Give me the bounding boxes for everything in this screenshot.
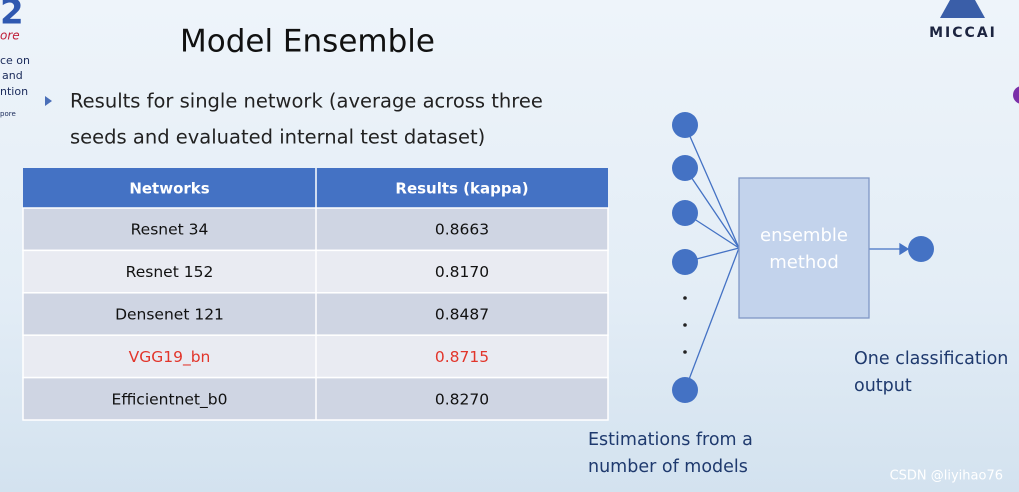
connector [684,167,740,249]
table-cell: VGG19_bn [129,348,211,367]
ellipsis-dot [683,323,687,327]
input-node [672,249,698,275]
ellipsis-dot [683,296,687,300]
logo-left: 2 ore ce on and ntion pore [0,0,30,118]
connector [684,247,740,391]
header-cell: Results (kappa) [395,180,528,198]
logo-mark [940,0,985,18]
title: Model Ensemble [180,24,435,60]
box-label: ensemble [760,225,848,246]
logo-right: MICCAI [929,25,997,41]
table-cell: Efficientnet_b0 [112,390,228,409]
input-node [672,155,698,181]
arrow-head [899,242,910,256]
logo-text: 2 [0,0,24,33]
input-node [672,200,698,226]
table-cell: 0.8487 [435,306,489,324]
nodes [672,112,934,403]
table-cell: 0.8270 [435,390,489,408]
output-label: output [854,376,912,396]
table-cell: Densenet 121 [115,306,224,324]
output-label: One classification [854,349,1008,369]
input-label: Estimations from a [588,430,753,450]
logo-text: ce on [0,54,30,67]
bullet-text: seeds and evaluated internal test datase… [70,126,485,149]
table: Networks Results (kappa) Resnet 34 0.8663 Re… [22,168,609,421]
bullet-text: Results for single network (average acro… [70,90,543,113]
ellipsis-dot [683,350,687,354]
logo-text: ntion [0,85,28,98]
input-node [672,112,698,138]
logo-dot [1013,86,1019,104]
table-cell: 0.8715 [435,348,489,366]
table-cell: 0.8170 [435,263,489,281]
bullet-marker [45,96,52,106]
watermark: CSDN @liyihao76 [890,469,1003,484]
logo-text: and [2,69,23,82]
box-label: method [769,252,839,273]
ensemble-box [738,177,870,319]
input-node [672,377,698,403]
logo-text: ore [0,29,20,43]
table-cell: Resnet 152 [126,263,214,281]
input-label: number of models [588,457,748,477]
table-cell: Resnet 34 [131,221,209,239]
output-node [908,236,934,262]
table-cell: 0.8663 [435,221,489,239]
logo-text: pore [0,110,16,118]
header-cell: Networks [129,180,209,198]
connector [684,124,740,249]
